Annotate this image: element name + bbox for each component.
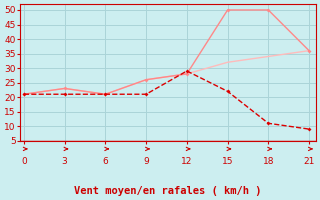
X-axis label: Vent moyen/en rafales ( km/h ): Vent moyen/en rafales ( km/h ) [74,186,261,196]
